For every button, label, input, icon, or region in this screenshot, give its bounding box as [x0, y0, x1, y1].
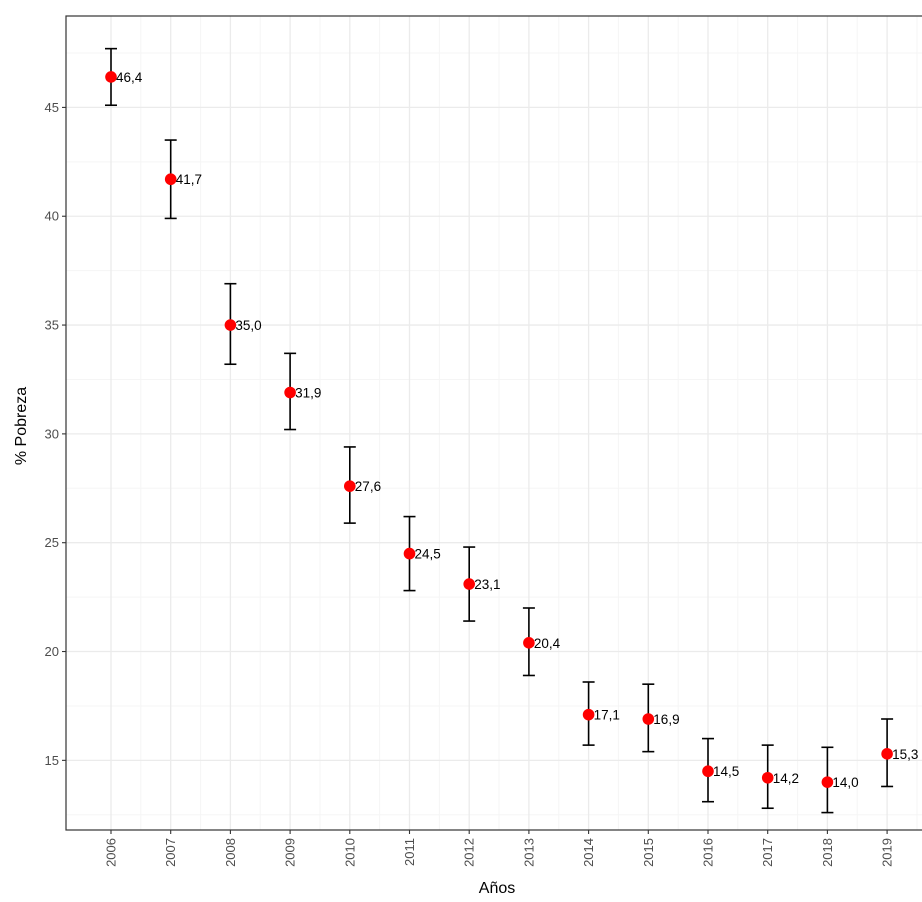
data-point [463, 578, 476, 590]
data-label: 23,1 [474, 577, 500, 592]
data-point [881, 748, 893, 760]
data-label: 15,3 [892, 747, 918, 762]
y-tick-label: 40 [45, 209, 59, 224]
data-label: 16,9 [653, 712, 679, 727]
data-point [642, 713, 655, 725]
x-tick-label: 2016 [701, 838, 716, 867]
x-tick-label: 2012 [462, 838, 477, 867]
data-point [702, 765, 714, 778]
data-label: 35,0 [235, 318, 261, 333]
panel-border [65, 15, 922, 831]
y-tick-label: 15 [45, 753, 59, 768]
data-point [164, 173, 177, 186]
x-tick-label: 2018 [820, 838, 835, 867]
x-tick-label: 2009 [283, 838, 298, 867]
y-axis-title: % Pobreza [13, 387, 30, 465]
grid-minor [66, 16, 922, 830]
data-label: 24,5 [415, 547, 441, 562]
x-axis-title: Años [479, 880, 515, 897]
x-axis-ticks: 2006 2007 2008 2009 2010 2011 2012 2013 2014 2015… [104, 830, 895, 867]
data-point [821, 776, 834, 788]
data-point [761, 771, 774, 784]
data-label: 27,6 [355, 479, 381, 494]
y-tick-label: 35 [45, 318, 59, 333]
data-label: 14,2 [773, 771, 799, 786]
data-point [523, 637, 535, 649]
data-label: 41,7 [176, 172, 202, 187]
x-tick-label: 2006 [104, 838, 119, 867]
data-points [105, 71, 893, 788]
data-point [224, 319, 237, 331]
x-tick-label: 2011 [402, 838, 417, 866]
data-point [344, 480, 356, 492]
x-tick-label: 2010 [342, 838, 357, 867]
data-label: 14,5 [713, 764, 739, 779]
x-tick-label: 2017 [760, 838, 775, 867]
data-label: 17,1 [594, 708, 620, 723]
y-tick-label: 30 [45, 426, 59, 441]
data-label: 31,9 [295, 386, 321, 401]
data-labels: 46,4 41,7 35,0 31,9 27,6 24,5 23,1 20,4 17,1 16,9… [116, 70, 918, 790]
data-point [403, 547, 416, 560]
data-label: 14,0 [832, 775, 858, 790]
x-tick-label: 2008 [223, 838, 238, 867]
data-point [284, 386, 296, 399]
x-tick-label: 2019 [880, 838, 895, 867]
x-tick-label: 2015 [641, 838, 656, 867]
y-axis-ticks: 15 20 25 30 35 40 45 [45, 100, 66, 768]
data-point [582, 708, 595, 721]
y-tick-label: 45 [45, 100, 59, 115]
data-point [105, 71, 117, 83]
y-tick-label: 20 [45, 644, 59, 659]
data-label: 46,4 [116, 70, 143, 85]
x-tick-label: 2014 [581, 838, 596, 867]
x-tick-label: 2007 [163, 838, 178, 867]
x-tick-label: 2013 [521, 838, 536, 867]
y-tick-label: 25 [45, 535, 59, 550]
data-label: 20,4 [534, 636, 561, 651]
